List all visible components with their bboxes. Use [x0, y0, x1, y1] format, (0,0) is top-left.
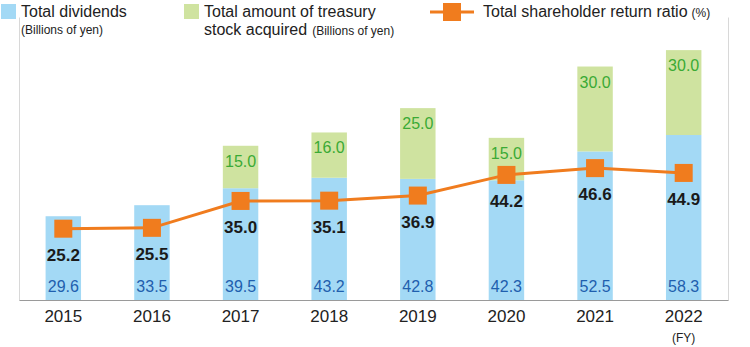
- data-label: 42.8: [402, 278, 433, 295]
- legend-unit: (Billions of yen): [312, 24, 394, 38]
- bar: [577, 151, 612, 300]
- x-tick: 2021: [576, 300, 614, 326]
- x-tick: 2017: [222, 300, 260, 326]
- bar: [666, 135, 701, 300]
- data-label: 36.9: [401, 213, 434, 232]
- data-label: 16.0: [314, 139, 345, 156]
- y2-axis: [728, 18, 729, 301]
- x-tick: 2015: [44, 300, 82, 326]
- data-label: 15.0: [491, 145, 522, 162]
- legend-item: Total shareholder return ratio (%): [430, 3, 710, 21]
- x-tick-label: 2017: [222, 307, 260, 326]
- data-label: 30.0: [668, 57, 699, 74]
- data-label: 29.6: [48, 278, 79, 295]
- marker: [143, 219, 161, 237]
- bar: [489, 180, 524, 300]
- x-tick: 2020: [488, 300, 526, 326]
- y-axis: [19, 18, 20, 301]
- marker: [320, 192, 338, 210]
- x-tick-label: 2016: [133, 307, 171, 326]
- data-label: 44.9: [667, 190, 700, 209]
- data-label: 44.2: [490, 192, 523, 211]
- x-tick-label: 2018: [310, 307, 348, 326]
- bar: [577, 67, 612, 152]
- bar: [134, 205, 169, 300]
- x-tick-label: 2015: [44, 307, 82, 326]
- data-label: 42.3: [491, 278, 522, 295]
- marker: [497, 166, 515, 184]
- data-label: 25.0: [402, 115, 433, 132]
- legend: Total dividends(Billions of yen)Total am…: [1, 3, 710, 38]
- x-tick-label: 2020: [488, 307, 526, 326]
- x-tick-label: 2021: [576, 307, 614, 326]
- x-tick: 2018: [310, 300, 348, 326]
- data-label: 43.2: [314, 278, 345, 295]
- legend-label: Total dividends: [21, 3, 127, 20]
- data-labels: 29.6 33.5 39.5 43.2 42.8 42.3 52.5 58.3 15.0 16.0…: [47, 57, 700, 295]
- x-axis: 2015 2016 2017 2018 2019 2020 2021 2022: [20, 300, 729, 326]
- x-tick-label: 2019: [399, 307, 437, 326]
- marker: [54, 220, 72, 238]
- data-label: 46.6: [579, 185, 612, 204]
- bar: [666, 50, 701, 135]
- plot-marks: [46, 50, 702, 300]
- x-axis-label: (FY): [672, 331, 695, 345]
- legend-swatch: [1, 4, 16, 19]
- data-label: 25.2: [47, 246, 80, 265]
- x-axis-line: [20, 300, 729, 301]
- x-tick: 2016: [133, 300, 171, 326]
- legend-label: Total shareholder return ratio: [483, 3, 688, 20]
- legend-swatch: [443, 3, 461, 21]
- data-label: 33.5: [136, 278, 167, 295]
- legend-unit: (%): [692, 6, 711, 20]
- bar: [311, 132, 346, 177]
- data-label: 52.5: [579, 278, 610, 295]
- data-label: 15.0: [225, 153, 256, 170]
- data-label: 30.0: [579, 74, 610, 91]
- x-tick: 2022: [665, 300, 703, 326]
- x-tick-label: 2022: [665, 307, 703, 326]
- data-label: 39.5: [225, 278, 256, 295]
- y2-axis-line: [728, 18, 729, 301]
- marker: [675, 164, 693, 182]
- bar: [311, 178, 346, 300]
- legend-swatch: [184, 4, 199, 19]
- y-axis-line: [19, 18, 20, 301]
- data-label: 58.3: [668, 278, 699, 295]
- bar: [400, 108, 435, 179]
- chart: 29.6 33.5 39.5 43.2 42.8 42.3 52.5 58.3 15.0 16.0…: [0, 0, 750, 347]
- bar: [223, 146, 258, 188]
- marker: [409, 187, 427, 205]
- legend-item: Total dividends (Billions of yen): [1, 3, 127, 37]
- legend-unit: (Billions of yen): [21, 23, 103, 37]
- x-tick: 2019: [399, 300, 437, 326]
- data-label: 25.5: [135, 245, 168, 264]
- legend-item: Total amount of treasurystock acquired(B…: [184, 3, 394, 38]
- marker: [232, 192, 250, 210]
- data-label: 35.0: [224, 218, 257, 237]
- marker: [586, 159, 604, 177]
- data-label: 35.1: [313, 218, 346, 237]
